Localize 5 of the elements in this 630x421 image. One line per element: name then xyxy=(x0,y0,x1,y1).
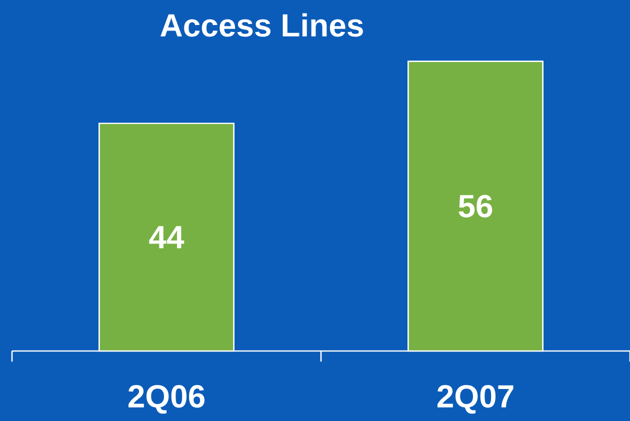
chart-title: Access Lines xyxy=(160,13,363,37)
x-tick-label: 2Q07 xyxy=(437,385,514,414)
data-label: 56 xyxy=(458,194,492,218)
x-tick-label: 2Q06 xyxy=(128,385,204,414)
data-label: 44 xyxy=(149,226,184,248)
